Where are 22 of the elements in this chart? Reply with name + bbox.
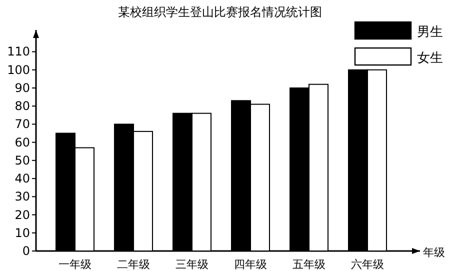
legend-label: 男生 (417, 25, 443, 40)
y-tick-label: 80 (14, 99, 30, 114)
x-tick-label: 六年级 (351, 258, 384, 271)
y-tick-label: 100 (7, 62, 30, 77)
y-tick-label: 90 (14, 80, 30, 95)
y-tick-label: 110 (7, 44, 30, 59)
x-tick-label: 一年级 (58, 258, 92, 271)
legend-label: 女生 (417, 51, 443, 66)
x-tick-label: 五年级 (292, 258, 326, 271)
chart-title: 某校组织学生登山比赛报名情况统计图 (118, 5, 322, 19)
y-tick-label: 20 (14, 208, 30, 222)
y-tick-label: 70 (14, 117, 30, 132)
y-tick-label: 0 (22, 244, 30, 258)
y-tick-label: 60 (14, 135, 30, 150)
y-tick-label: 30 (14, 190, 30, 204)
x-tick-label: 三年级 (176, 258, 208, 271)
x-tick-label: 四年级 (234, 258, 267, 271)
x-tick-label: 二年级 (117, 258, 150, 271)
y-tick-label: 40 (14, 172, 30, 186)
y-tick-label: 50 (14, 153, 30, 168)
y-tick-label: 10 (14, 226, 30, 240)
x-axis-title: 年级 (423, 246, 445, 259)
